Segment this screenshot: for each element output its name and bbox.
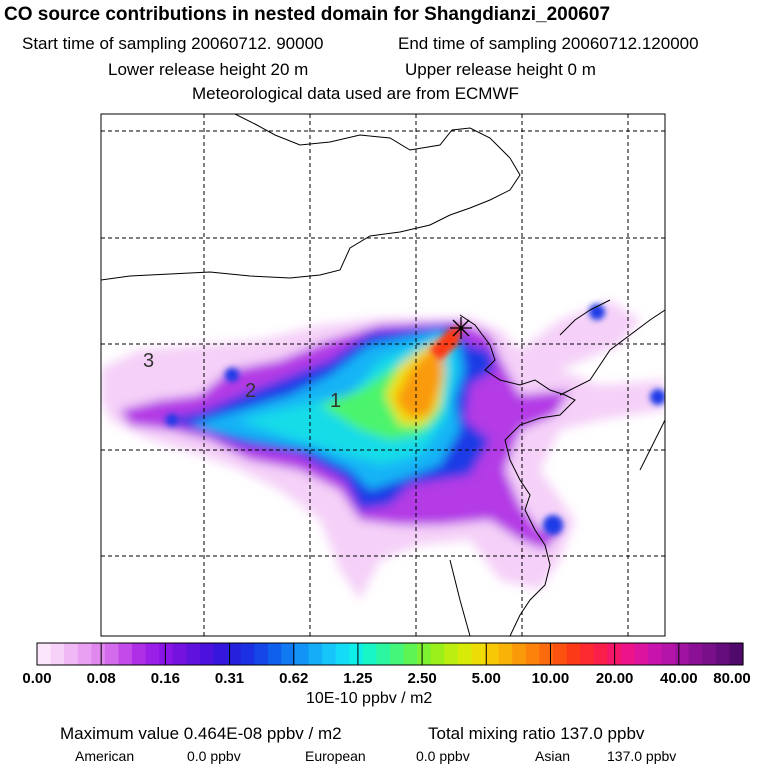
colorbar-cell [335, 643, 350, 665]
colorbar-tick-label: 0.00 [22, 670, 52, 687]
upper-release-height: Upper release height 0 m [405, 60, 596, 79]
colorbar-cell [118, 643, 133, 665]
colorbar-cell [498, 643, 513, 665]
colorbar-cell [702, 643, 717, 665]
colorbar-cell [620, 643, 635, 665]
plot-title: CO source contributions in nested domain… [4, 4, 611, 25]
colorbar-cell [675, 643, 690, 665]
colorbar-cell [227, 643, 242, 665]
colorbar-cell [539, 643, 554, 665]
colorbar-tick-label: 20.00 [595, 670, 634, 687]
colorbar-cell [281, 643, 296, 665]
colorbar-cell [37, 643, 52, 665]
colorbar-cell [512, 643, 527, 665]
colorbar-cell [661, 643, 676, 665]
american-value: 0.0 ppbv [187, 748, 241, 764]
colorbar-cell [457, 643, 473, 665]
colorbar-cell [64, 643, 79, 665]
colorbar-cell [647, 643, 663, 665]
colorbar-cell [485, 643, 500, 665]
colorbar-tick-label: 0.62 [279, 670, 309, 687]
european-value: 0.0 ppbv [416, 748, 470, 764]
colorbar-cell [213, 643, 228, 665]
start-sampling-time: Start time of sampling 20060712. 90000 [22, 34, 324, 53]
colorbar-cell [715, 643, 731, 665]
region-label-3: 3 [143, 350, 154, 372]
colorbar-cell [240, 643, 255, 665]
colorbar-cell [390, 643, 405, 665]
colorbar-cell [593, 643, 608, 665]
colorbar-cell [132, 643, 147, 665]
asian-value: 137.0 ppbv [607, 748, 677, 764]
colorbar-cell [159, 643, 174, 665]
colorbar-separators [100, 643, 680, 665]
colorbar-cell [50, 643, 65, 665]
colorbar-tick-label: 0.08 [86, 670, 116, 687]
total-mixing-ratio: Total mixing ratio 137.0 ppbv [428, 724, 645, 743]
colorbar-cell [729, 643, 744, 665]
colorbar-cell [525, 643, 540, 665]
colorbar-cell [199, 643, 215, 665]
colorbar-cell [634, 643, 649, 665]
colorbar-cell [349, 643, 364, 665]
colorbar-cell [376, 643, 391, 665]
colorbar-cell [430, 643, 445, 665]
european-label: European [305, 748, 366, 764]
colorbar-cell [471, 643, 486, 665]
colorbar-cell [362, 643, 378, 665]
colorbar-cell [403, 643, 418, 665]
american-label: American [75, 748, 135, 764]
colorbar-cell [104, 643, 120, 665]
colorbar-cell [322, 643, 337, 665]
end-sampling-time: End time of sampling 20060712.120000 [398, 34, 699, 53]
colorbar-tick-label: 10.00 [531, 670, 570, 687]
colorbar-tick-label: 5.00 [471, 670, 501, 687]
colorbar-cell [417, 643, 432, 665]
country-boundaries [101, 114, 665, 636]
asian-label: Asian [535, 748, 571, 764]
colorbar-border [36, 642, 744, 666]
colorbar-cells [37, 643, 744, 665]
met-data-source: Meteorological data used are from ECMWF [192, 84, 519, 103]
lower-release-height: Lower release height 20 m [108, 60, 309, 79]
colorbar-cell [172, 643, 187, 665]
receptor-marker [450, 317, 472, 339]
colorbar-cell [145, 643, 160, 665]
colorbar-cell [688, 643, 703, 665]
colorbar-tick-label: 0.31 [214, 670, 245, 687]
colorbar-cell [308, 643, 323, 665]
colorbar-tick-label: 40.00 [660, 670, 698, 687]
colorbar-tick-label: 0.16 [150, 670, 180, 687]
region-label-1: 1 [330, 390, 341, 412]
region-label-2: 2 [245, 380, 256, 402]
colorbar-cell [267, 643, 282, 665]
colorbar-cell [254, 643, 269, 665]
colorbar-cell [580, 643, 595, 665]
colorbar-cell [444, 643, 459, 665]
colorbar-cell [294, 643, 310, 665]
colorbar-cell [77, 643, 92, 665]
colorbar-tick-label: 1.25 [343, 670, 373, 687]
colorbar-cell [91, 643, 106, 665]
colorbar-tick-label: 2.50 [407, 670, 437, 687]
colorbar-cell [552, 643, 568, 665]
map-frame [100, 113, 666, 637]
colorbar-cell [186, 643, 201, 665]
colorbar-cell [566, 643, 581, 665]
maximum-value: Maximum value 0.464E-08 ppbv / m2 [60, 724, 342, 743]
colorbar-tick-label: 80.00 [713, 670, 751, 687]
lat-lon-grid [101, 114, 665, 636]
colorbar-units: 10E-10 ppbv / m2 [306, 690, 433, 707]
